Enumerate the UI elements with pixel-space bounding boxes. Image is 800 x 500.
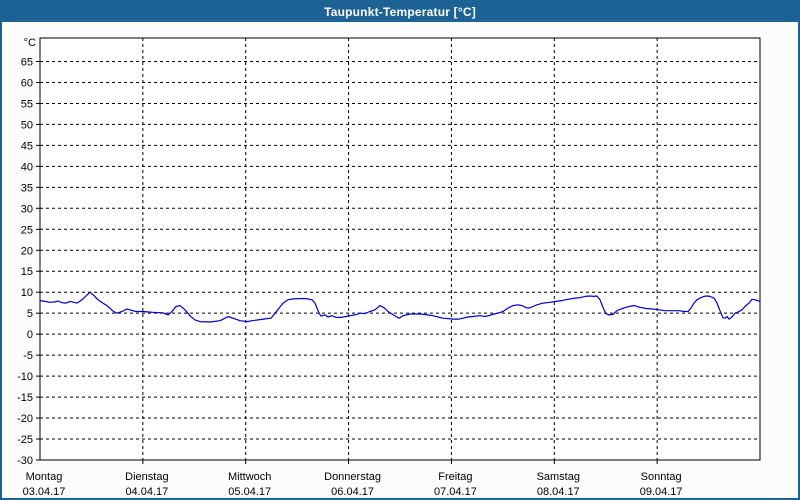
plot-area bbox=[39, 37, 761, 461]
day-date-label: 08.04.17 bbox=[537, 486, 580, 498]
chart-svg: °C65605550454035302520151050-5-10-15-20-… bbox=[17, 37, 761, 498]
y-tick-label: -30 bbox=[17, 455, 33, 467]
window-title: Taupunkt-Temperatur [°C] bbox=[324, 5, 476, 19]
day-name-label: Dienstag bbox=[125, 471, 168, 483]
day-name-label: Mittwoch bbox=[228, 471, 271, 483]
y-tick-label: 40 bbox=[21, 161, 33, 173]
window-title-bar: Taupunkt-Temperatur [°C] bbox=[2, 2, 798, 22]
y-tick-label: 30 bbox=[21, 203, 33, 215]
day-date-label: 07.04.17 bbox=[434, 486, 477, 498]
y-tick-label: -15 bbox=[17, 392, 33, 404]
y-tick-label: -20 bbox=[17, 413, 33, 425]
day-name-label: Freitag bbox=[438, 471, 472, 483]
y-tick-label: 35 bbox=[21, 182, 33, 194]
chart-area: °C 65 60 55 50 45 40 35 30 25 20 15 10 5 0 -5 -10 -15 -20-… bbox=[2, 22, 798, 498]
y-tick-label: -10 bbox=[17, 371, 33, 383]
y-tick-label: -5 bbox=[23, 350, 33, 362]
day-date-label: 09.04.17 bbox=[640, 486, 683, 498]
y-tick-label: 55 bbox=[21, 98, 33, 110]
day-date-label: 03.04.17 bbox=[23, 486, 66, 498]
y-tick-label: 5 bbox=[27, 308, 33, 320]
day-name-label: Montag bbox=[26, 471, 63, 483]
day-name-label: Samstag bbox=[537, 471, 580, 483]
y-tick-label: 15 bbox=[21, 266, 33, 278]
dewpoint-line bbox=[39, 291, 761, 323]
y-tick-label: -25 bbox=[17, 434, 33, 446]
day-date-label: 05.04.17 bbox=[228, 486, 271, 498]
y-tick-label: 25 bbox=[21, 224, 33, 236]
y-tick-label: 60 bbox=[21, 77, 33, 89]
y-tick-label: 0 bbox=[27, 329, 33, 341]
y-axis-unit-label: °C bbox=[24, 37, 36, 49]
day-name-label: Donnerstag bbox=[324, 471, 381, 483]
day-date-label: 04.04.17 bbox=[125, 486, 168, 498]
y-tick-label: 50 bbox=[21, 119, 33, 131]
y-tick-label: 45 bbox=[21, 140, 33, 152]
y-tick-label: 10 bbox=[21, 287, 33, 299]
day-date-label: 06.04.17 bbox=[331, 486, 374, 498]
y-tick-label: 65 bbox=[21, 56, 33, 68]
day-name-label: Sonntag bbox=[641, 471, 682, 483]
y-tick-label: 20 bbox=[21, 245, 33, 257]
